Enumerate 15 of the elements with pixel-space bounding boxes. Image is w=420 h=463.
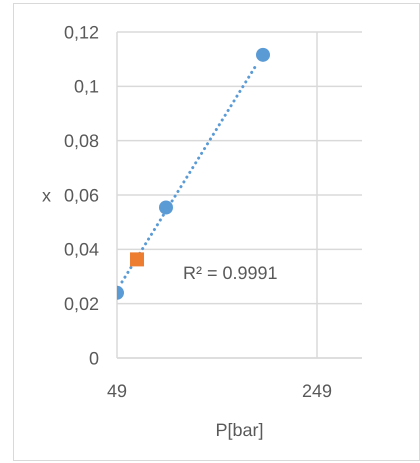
point <box>256 48 270 62</box>
y-axis-title: x <box>42 185 51 206</box>
y-tick-label: 0,08 <box>64 131 99 152</box>
x-tick-label: 49 <box>106 380 128 401</box>
y-tick-label: 0,04 <box>64 240 99 260</box>
point <box>159 200 173 214</box>
y-tick-label: 0,06 <box>64 185 99 206</box>
y-tick-label: 0,1 <box>74 76 99 97</box>
x-tick-label: 249 <box>302 380 332 401</box>
x-axis-title: P[bar] <box>215 420 264 440</box>
y-tick-label: 0,02 <box>64 294 99 314</box>
y-tick-label: 0,12 <box>64 22 99 42</box>
y-tick-label: 0 <box>88 348 99 368</box>
point <box>130 252 144 266</box>
annotation: R² = 0.9991 <box>183 263 278 284</box>
